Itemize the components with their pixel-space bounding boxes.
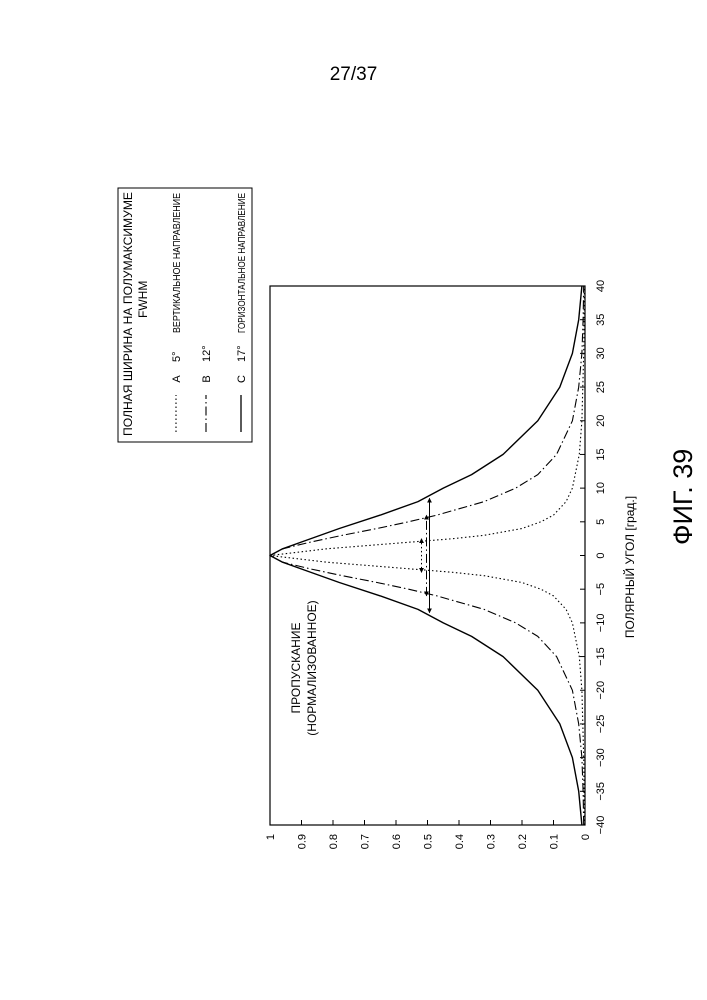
y-axis-ticks: 0 0.1 0.2 0.3 0.4 0.5 0.6 0.7 0.8 0.9 1 xyxy=(265,820,592,849)
x-axis-ticks: −40 −35 −30 −25 −20 −15 −10 −5 0 5 10 15 20 25 30 35 40 xyxy=(580,280,607,834)
legend-description: ГОРИЗОНТАЛЬНОЕ НАПРАВЛЕНИЕ xyxy=(237,193,248,333)
x-tick-label: −10 xyxy=(595,614,607,633)
x-tick-label: 25 xyxy=(595,381,607,393)
curve-a xyxy=(270,286,584,825)
x-tick-label: −35 xyxy=(595,782,607,801)
y-tick-label: 0.2 xyxy=(517,834,529,849)
fwhm-arrows xyxy=(422,498,430,613)
x-tick-label: 5 xyxy=(595,519,607,525)
y-tick-label: 0.9 xyxy=(297,834,309,849)
legend-value: 5° xyxy=(171,351,183,362)
y-tick-label: 0.3 xyxy=(486,834,498,849)
y-axis-label-line-1: ПРОПУСКАНИЕ xyxy=(289,623,303,714)
legend-value: 17° xyxy=(236,345,248,362)
y-tick-label: 1 xyxy=(265,834,277,840)
x-tick-label: 30 xyxy=(595,347,607,359)
x-tick-label: 40 xyxy=(595,280,607,292)
x-tick-label: −40 xyxy=(595,816,607,835)
y-tick-label: 0.4 xyxy=(454,834,466,849)
legend-title-line-1: ПОЛНАЯ ШИРИНА НА ПОЛУМАКСИМУМЕ xyxy=(121,192,135,436)
x-tick-label: 0 xyxy=(595,552,607,558)
legend-letter: A xyxy=(171,375,183,383)
y-tick-label: 0.1 xyxy=(549,834,561,849)
x-tick-label: 15 xyxy=(595,448,607,460)
legend-description: ВЕРТИКАЛЬНОЕ НАПРАВЛЕНИЕ xyxy=(172,193,183,333)
legend-title-line-2: FWHM xyxy=(136,281,150,318)
x-tick-label: −15 xyxy=(595,647,607,666)
legend: ПОЛНАЯ ШИРИНА НА ПОЛУМАКСИМУМЕ FWHM A 5° В… xyxy=(118,188,252,442)
x-tick-label: −5 xyxy=(595,583,607,596)
x-tick-label: −25 xyxy=(595,715,607,734)
y-axis-label-line-2: (НОРМАЛИЗОВАННОЕ) xyxy=(305,600,319,735)
y-tick-label: 0.6 xyxy=(391,834,403,849)
x-tick-label: −30 xyxy=(595,748,607,767)
curve-c xyxy=(270,286,582,825)
x-tick-label: 20 xyxy=(595,415,607,427)
y-tick-label: 0.5 xyxy=(423,834,435,849)
x-tick-label: −20 xyxy=(595,681,607,700)
legend-value: 12° xyxy=(201,345,213,362)
y-tick-label: 0.8 xyxy=(328,834,340,849)
y-tick-label: 0.7 xyxy=(360,834,372,849)
plot-area: 00.10.20.30.40.50.60.70.80.91 −40−35−30−… xyxy=(265,280,607,849)
x-tick-label: 10 xyxy=(595,482,607,494)
curves xyxy=(270,286,584,825)
plot-frame xyxy=(270,286,585,825)
y-tick-label: 0 xyxy=(580,834,592,840)
legend-items: A 5° ВЕРТИКАЛЬНОЕ НАПРАВЛЕНИЕ B 12° C 17° ГОРИЗ… xyxy=(171,193,248,432)
x-tick-label: 35 xyxy=(595,314,607,326)
legend-letter: B xyxy=(201,375,213,382)
legend-letter: C xyxy=(236,375,248,383)
x-axis-label: ПОЛЯРНЫЙ УГОЛ [град.] xyxy=(622,496,637,638)
